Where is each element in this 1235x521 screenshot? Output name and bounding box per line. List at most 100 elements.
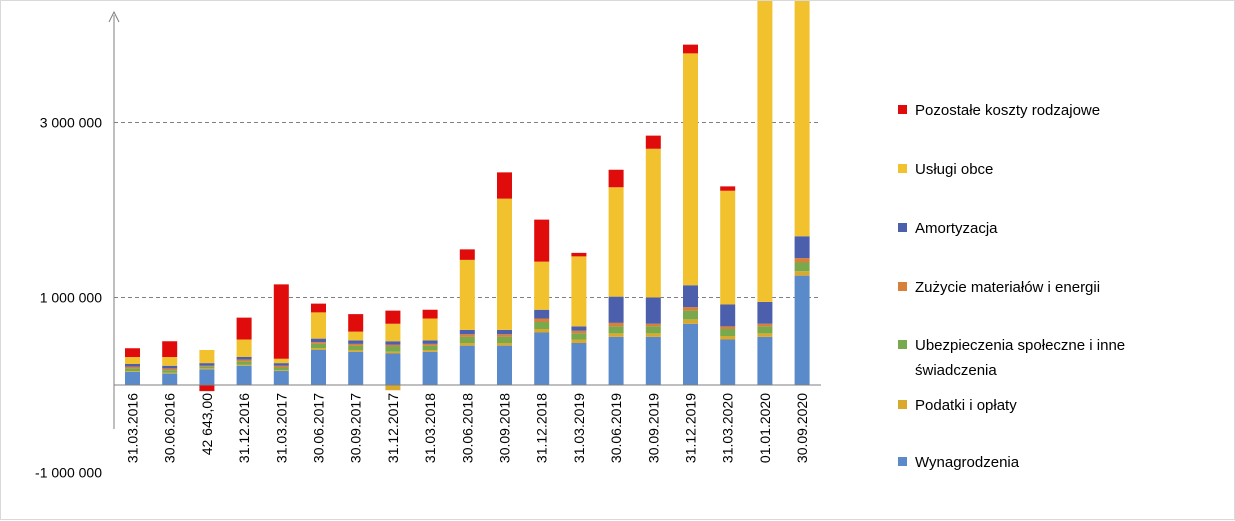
- y-axis-arrow-icon: [108, 10, 120, 23]
- x-tick-label: 31.12.2017: [385, 393, 401, 463]
- bar-segment: [273, 363, 289, 366]
- bar-segment: [683, 307, 698, 311]
- bar-segment: [534, 219, 550, 262]
- bar-segment: [720, 304, 736, 327]
- bar-segment: [162, 372, 178, 374]
- bar-segment: [385, 385, 401, 391]
- bar-segment: [683, 44, 698, 54]
- bar-segment: [757, 1, 773, 302]
- legend-swatch: [898, 223, 907, 232]
- bar-segment: [534, 329, 550, 333]
- legend-swatch: [898, 457, 907, 466]
- bar-segment: [645, 135, 661, 149]
- x-tick-label: 30.06.2016: [162, 393, 178, 463]
- bar-segment: [720, 186, 736, 191]
- bar-segment: [422, 343, 438, 346]
- bar-segment: [757, 333, 773, 337]
- bar-segment: [311, 342, 326, 344]
- bar-segment: [459, 343, 475, 346]
- bar-segment: [794, 1, 810, 237]
- bar-segment: [608, 322, 624, 327]
- bar-segment: [422, 309, 438, 319]
- bar-segment: [273, 284, 289, 359]
- bar-segment: [757, 323, 773, 327]
- legend-swatch: [898, 400, 907, 409]
- bar-segment: [273, 371, 289, 385]
- bar-segment: [497, 334, 512, 337]
- bar-segment: [311, 312, 326, 339]
- bar-segment: [645, 148, 661, 298]
- bar-segment: [794, 275, 810, 385]
- bar-segment: [162, 357, 178, 366]
- bar-segment: [385, 344, 401, 347]
- legend: Pozostałe koszty rodzajowe Usługi obce Amo…: [898, 102, 1125, 471]
- bar-segment: [645, 333, 661, 337]
- bar-segment: [497, 345, 512, 385]
- bar-segment: [311, 338, 326, 343]
- bar-segment: [273, 370, 289, 371]
- x-tick-label: 30.09.2019: [645, 393, 661, 463]
- x-tick-label: 31.03.2020: [720, 393, 736, 463]
- bar-segment: [608, 333, 624, 337]
- x-tick-label: 30.09.2020: [794, 393, 810, 463]
- bar-segment: [385, 346, 401, 352]
- bar-segment: [385, 310, 401, 324]
- bar-segment: [125, 348, 140, 357]
- legend-label: Zużycie materiałów i energii: [915, 279, 1100, 296]
- bar-segment: [348, 351, 364, 385]
- bar-segment: [571, 252, 587, 257]
- bar-segment: [311, 303, 326, 313]
- bar-segment: [125, 357, 140, 364]
- bar-segment: [720, 336, 736, 340]
- bar-segment: [199, 350, 215, 364]
- bar-segment: [794, 262, 810, 272]
- legend-swatch: [898, 164, 907, 173]
- bar-segment: [348, 340, 364, 344]
- bar-segment: [236, 317, 252, 340]
- bar-segment: [757, 336, 773, 385]
- bar-segment: [720, 190, 736, 305]
- bar-segment: [422, 318, 438, 341]
- bar-segment: [497, 198, 512, 330]
- bar-segment: [794, 271, 810, 276]
- bar-segment: [459, 336, 475, 343]
- bar-segment: [348, 331, 364, 341]
- bar-segment: [348, 343, 364, 346]
- x-tick-label: 31.03.2017: [273, 393, 289, 463]
- x-tick-label: 42 643,00: [199, 393, 215, 455]
- bar-segment: [236, 365, 252, 385]
- bar-segment: [720, 339, 736, 385]
- bar-segment: [459, 259, 475, 330]
- x-tick-label: 31.03.2018: [422, 393, 438, 463]
- bar-segment: [348, 345, 364, 350]
- bar-segment: [125, 364, 140, 367]
- legend-label: Usługi obce: [915, 161, 993, 178]
- bar-segment: [534, 261, 550, 310]
- bar-segment: [422, 345, 438, 350]
- bar-segment: [608, 326, 624, 334]
- bar-segment: [125, 371, 140, 385]
- legend-label: Podatki i opłaty: [915, 397, 1017, 414]
- bar-segment: [571, 339, 587, 343]
- x-tick-label: 30.09.2017: [348, 393, 364, 463]
- bar-segment: [571, 333, 587, 340]
- bar-segment: [497, 336, 512, 343]
- bar-segment: [199, 369, 215, 385]
- bar-segment: [534, 318, 550, 322]
- bar-segment: [683, 323, 698, 385]
- bar-segment: [385, 353, 401, 385]
- bar-segment: [273, 365, 289, 368]
- bar-segment: [720, 329, 736, 336]
- y-tick-label: 3 000 000: [40, 115, 102, 131]
- bar-segment: [608, 296, 624, 323]
- bar-segment: [162, 341, 178, 357]
- bar-segment: [459, 249, 475, 260]
- bar-segment: [422, 350, 438, 352]
- y-tick-label: -1 000 000: [35, 465, 102, 481]
- bar-segment: [273, 367, 289, 371]
- x-tick-label: 30.09.2018: [497, 393, 513, 463]
- bar-segment: [497, 343, 512, 346]
- bar-segment: [199, 368, 215, 370]
- bar-segment: [683, 310, 698, 320]
